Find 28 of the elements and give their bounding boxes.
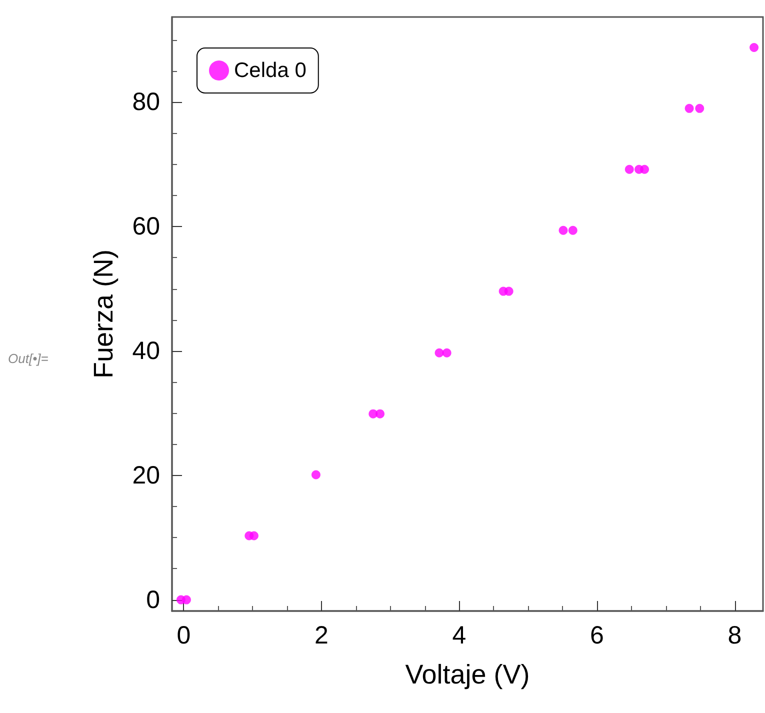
y-tick-label: 0 xyxy=(146,586,160,614)
point xyxy=(182,595,191,604)
point xyxy=(624,164,634,174)
point xyxy=(750,42,759,52)
x-tick-label: 6 xyxy=(590,622,604,650)
point xyxy=(249,531,258,540)
x-tick-label: 4 xyxy=(452,622,466,650)
x-axis-title: Voltaje (V) xyxy=(405,660,530,690)
y-tick-label: 60 xyxy=(132,212,160,241)
point xyxy=(684,104,694,113)
point xyxy=(640,164,650,174)
x-tick-label: 8 xyxy=(728,622,742,650)
point xyxy=(442,348,452,358)
point xyxy=(558,226,568,235)
point xyxy=(376,409,385,418)
y-tick-label: 40 xyxy=(132,337,160,366)
point xyxy=(504,286,514,296)
point xyxy=(434,348,444,358)
legend-label: Celda 0 xyxy=(234,59,306,82)
y-axis-title: Fuerza (N) xyxy=(88,249,118,379)
point xyxy=(311,470,320,480)
y-tick-label: 80 xyxy=(132,88,160,116)
x-tick-label: 2 xyxy=(314,622,328,650)
point xyxy=(695,104,704,113)
x-tick-label: 0 xyxy=(176,622,191,650)
point xyxy=(568,226,578,235)
text: Out[•]= xyxy=(8,351,49,366)
y-tick-label: 20 xyxy=(132,461,160,490)
